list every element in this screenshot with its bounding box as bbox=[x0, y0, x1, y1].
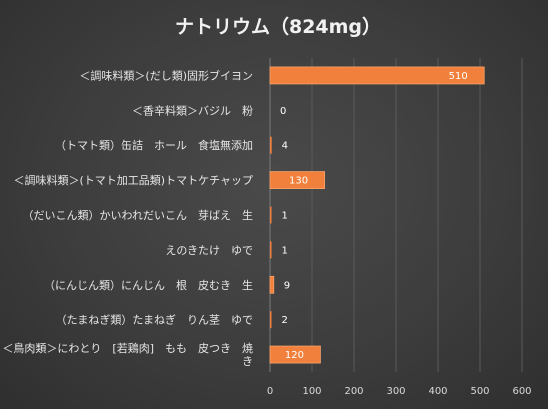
category-label: えのきたけ ゆで bbox=[165, 244, 253, 257]
category-label: （だいこん類）かいわれだいこん 芽ばえ 生 bbox=[23, 208, 253, 222]
data-label: 1 bbox=[282, 245, 288, 256]
data-label: 510 bbox=[449, 71, 468, 82]
category-label: （たまねぎ類）たまねぎ りん茎 ゆで bbox=[56, 313, 253, 327]
x-tick-label: 500 bbox=[470, 386, 489, 397]
bar bbox=[270, 206, 272, 224]
x-tick-label: 0 bbox=[267, 386, 273, 397]
data-label: 1 bbox=[282, 211, 288, 222]
x-tick-label: 200 bbox=[344, 386, 363, 397]
data-label: 120 bbox=[285, 350, 304, 361]
gridlines bbox=[269, 58, 523, 372]
data-label: 0 bbox=[280, 106, 286, 117]
category-labels: ＜調味料類＞(だし類)固形ブイヨン ＜香辛料類＞バジル 粉 （トマト類）缶詰 ホール… bbox=[2, 68, 253, 368]
category-label: ＜調味料類＞(だし類)固形ブイヨン bbox=[79, 68, 253, 82]
category-label: （トマト類）缶詰 ホール 食塩無添加 bbox=[55, 138, 253, 152]
data-label: 9 bbox=[284, 280, 290, 291]
category-label: ＜鳥肉類＞にわとり [若鶏肉] もも 皮つき 焼き bbox=[2, 341, 253, 368]
data-label: 4 bbox=[282, 141, 288, 152]
x-tick-label: 100 bbox=[302, 386, 321, 397]
category-label: ＜調味料類＞(トマト加工品類)トマトケチャップ bbox=[14, 173, 253, 187]
category-label: ＜香辛料類＞バジル 粉 bbox=[132, 103, 253, 117]
chart-title: ナトリウム（824mg） bbox=[175, 15, 381, 38]
x-axis-tick-labels: 0 100 200 300 400 500 600 bbox=[267, 386, 532, 397]
bar bbox=[270, 311, 272, 329]
bar bbox=[269, 171, 325, 190]
bar bbox=[269, 275, 275, 294]
x-tick-label: 600 bbox=[512, 386, 531, 397]
category-label: （にんじん類）にんじん 根 皮むき 生 bbox=[44, 278, 253, 292]
bar bbox=[270, 136, 272, 154]
x-tick-label: 400 bbox=[428, 386, 447, 397]
data-label: 2 bbox=[282, 315, 288, 326]
bars: 510 0 4 130 1 1 9 2 120 bbox=[269, 66, 485, 364]
x-tick-label: 300 bbox=[386, 386, 405, 397]
data-label: 130 bbox=[289, 176, 308, 187]
bar bbox=[269, 66, 485, 85]
bar bbox=[269, 345, 321, 364]
bar bbox=[270, 241, 272, 259]
